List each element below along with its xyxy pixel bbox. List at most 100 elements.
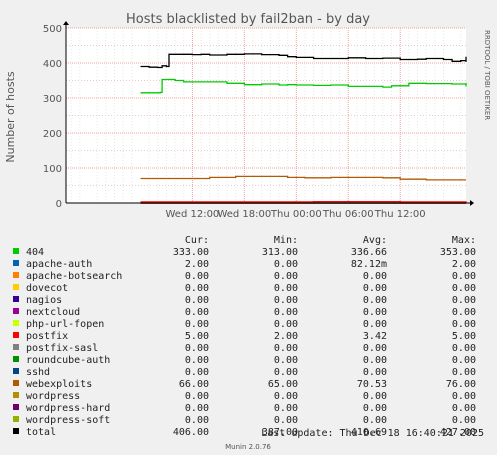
legend-cur: 2.00	[185, 259, 209, 270]
legend-swatch-dovecot	[13, 284, 19, 290]
legend-max: 5.00	[452, 331, 476, 342]
y-tick-label: 100	[43, 164, 62, 175]
legend-avg: 0.00	[363, 391, 387, 402]
chart-title: Hosts blacklisted by fail2ban - by day	[126, 12, 370, 27]
legend-max: 0.00	[452, 415, 476, 426]
legend-cur: 0.00	[185, 307, 209, 318]
munin-version: Munin 2.0.76	[225, 443, 271, 451]
legend-avg: 0.00	[363, 283, 387, 294]
legend-swatch-php-url-fopen	[13, 320, 19, 326]
legend-cur: 0.00	[185, 403, 209, 414]
legend-max: 353.00	[440, 247, 476, 258]
legend-swatch-sshd	[13, 368, 19, 374]
x-tick-label: Wed 12:00	[166, 209, 220, 220]
legend-name: postfix-sasl	[26, 343, 98, 354]
legend-min: 0.00	[274, 307, 298, 318]
legend-cur: 0.00	[185, 295, 209, 306]
legend-min: 0.00	[274, 319, 298, 330]
legend-min: 65.00	[268, 379, 298, 390]
legend-avg: 82.12m	[351, 259, 387, 270]
legend-cur: 0.00	[185, 319, 209, 330]
legend-min: 0.00	[274, 343, 298, 354]
x-axis-arrow	[470, 200, 474, 206]
x-tick-label: Wed 18:00	[217, 209, 271, 220]
x-tick-label: Thu 06:00	[322, 209, 374, 220]
legend-cur: 5.00	[185, 331, 209, 342]
legend-max: 0.00	[452, 271, 476, 282]
legend-name: php-url-fopen	[26, 319, 104, 330]
legend-avg: 0.00	[363, 295, 387, 306]
legend-cur: 66.00	[179, 379, 209, 390]
x-tick-label: Thu 00:00	[270, 209, 322, 220]
legend-avg: 0.00	[363, 367, 387, 378]
legend-name: wordpress-hard	[26, 403, 110, 414]
legend-min: 0.00	[274, 295, 298, 306]
legend-max: 0.00	[452, 355, 476, 366]
legend-min: 0.00	[274, 271, 298, 282]
legend-swatch-apache-botsearch	[13, 272, 19, 278]
legend-name: apache-botsearch	[26, 271, 122, 282]
header-avg: Avg:	[363, 235, 387, 246]
legend-max: 0.00	[452, 367, 476, 378]
legend-name: 404	[26, 247, 44, 258]
series-line-webexploits	[140, 175, 466, 181]
legend-swatch-postfix	[13, 332, 19, 338]
series-line-postfix	[140, 200, 467, 203]
legend-min: 0.00	[274, 259, 298, 270]
legend-swatch-wordpress-hard	[13, 404, 19, 410]
legend-name: total	[26, 427, 56, 438]
y-tick-label: 200	[43, 129, 62, 140]
legend-max: 0.00	[452, 403, 476, 414]
legend-cur: 0.00	[185, 355, 209, 366]
last-update: Last update: Thu Dec 18 16:40:21 2025	[261, 428, 484, 439]
legend-min: 0.00	[274, 415, 298, 426]
legend-min: 387.00	[262, 427, 298, 438]
legend-name: wordpress-soft	[26, 415, 110, 426]
legend-max: 0.00	[452, 319, 476, 330]
legend-name: sshd	[26, 367, 50, 378]
legend-name: webexploits	[26, 379, 92, 390]
legend-avg: 0.00	[363, 307, 387, 318]
y-tick-labels: 0 100 200 300 400 500	[43, 24, 62, 210]
legend-cur: 0.00	[185, 283, 209, 294]
legend-swatch-wordpress-soft	[13, 416, 19, 422]
legend-name: dovecot	[26, 283, 68, 294]
y-tick-label: 300	[43, 94, 62, 105]
legend-min: 313.00	[262, 247, 298, 258]
legend-max: 0.00	[452, 307, 476, 318]
legend-avg: 410.69	[351, 427, 387, 438]
legend-table: Cur: Min: Avg: Max: 404 333.00 313.00 336.6…	[13, 235, 476, 438]
legend-swatch-webexploits	[13, 380, 19, 386]
legend-min: 0.00	[274, 355, 298, 366]
legend-swatch-404	[13, 248, 19, 254]
legend-max: 0.00	[452, 295, 476, 306]
legend-avg: 0.00	[363, 319, 387, 330]
legend-min: 0.00	[274, 403, 298, 414]
legend-cur: 0.00	[185, 343, 209, 354]
x-tick-label: Thu 12:00	[374, 209, 426, 220]
legend-swatch-apache-auth	[13, 260, 19, 266]
y-tick-label: 500	[43, 24, 62, 35]
legend-min: 0.00	[274, 367, 298, 378]
legend-min: 0.00	[274, 283, 298, 294]
legend-cur: 0.00	[185, 415, 209, 426]
legend-name: postfix	[26, 331, 68, 342]
legend-avg: 0.00	[363, 343, 387, 354]
legend-max: 76.00	[446, 379, 476, 390]
legend-max: 0.00	[452, 343, 476, 354]
y-tick-label: 0	[56, 199, 62, 210]
y-axis-arrow	[63, 21, 69, 25]
legend-cur: 0.00	[185, 367, 209, 378]
legend-name: wordpress	[26, 391, 80, 402]
legend-max: 0.00	[452, 391, 476, 402]
header-cur: Cur:	[185, 235, 209, 246]
legend-avg: 0.00	[363, 271, 387, 282]
legend-avg: 3.42	[363, 331, 387, 342]
legend-avg: 0.00	[363, 403, 387, 414]
legend-swatch-roundcube-auth	[13, 356, 19, 362]
header-min: Min:	[274, 235, 298, 246]
legend-avg: 0.00	[363, 415, 387, 426]
header-max: Max:	[452, 235, 476, 246]
